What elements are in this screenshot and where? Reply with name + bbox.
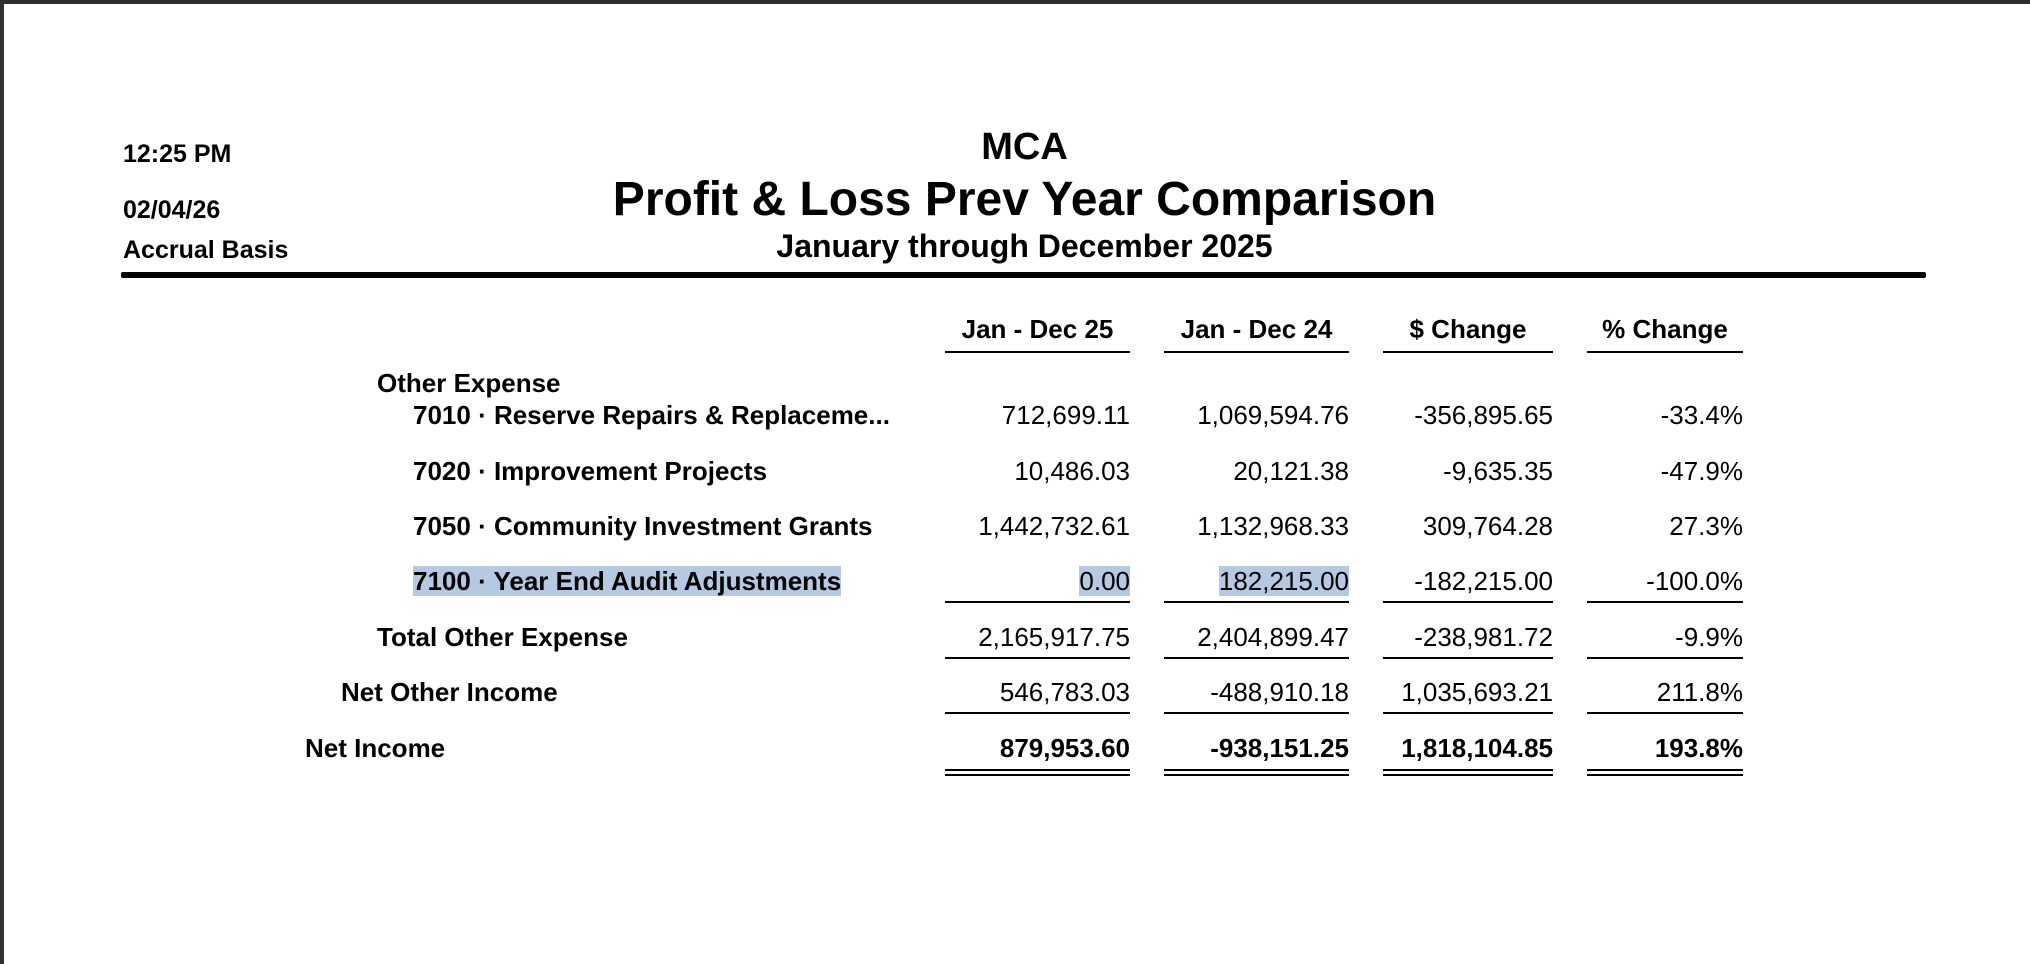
net-other-income-label[interactable]: Net Other Income [341,677,558,707]
cell-jan-dec-24[interactable]: -488,910.18 [1210,677,1349,707]
subtotal-underline [1587,657,1743,659]
cell-jan-dec-24[interactable]: 2,404,899.47 [1197,622,1349,652]
cell-percent-change[interactable]: 193.8% [1654,733,1743,763]
double-underline [945,774,1130,776]
double-underline [1587,774,1743,776]
column-header-underline [1587,351,1743,353]
cell-percent-change[interactable]: -47.9% [1660,456,1743,486]
double-underline [1587,769,1743,771]
total-other-expense-label[interactable]: Total Other Expense [377,622,628,652]
cell-percent-change[interactable]: 27.3% [1669,511,1743,541]
cell-dollar-change[interactable]: -182,215.00 [1414,566,1553,596]
column-header-percent-change[interactable]: % Change [1602,314,1728,344]
column-header-jan-dec-24[interactable]: Jan - Dec 24 [1180,314,1333,344]
subtotal-underline [945,657,1130,659]
cell-dollar-change[interactable]: 1,035,693.21 [1401,677,1553,707]
cell-dollar-change[interactable]: 1,818,104.85 [1401,733,1553,763]
net-income-label[interactable]: Net Income [305,733,446,763]
cell-jan-dec-25[interactable]: 2,165,917.75 [978,622,1130,652]
account-row-label-selected[interactable]: 7100 · Year End Audit Adjustments [413,566,842,596]
report-basis: Accrual Basis [123,236,289,264]
column-header-underline [1164,351,1349,353]
cell-dollar-change[interactable]: -356,895.65 [1414,400,1553,430]
report-title: Profit & Loss Prev Year Comparison [612,173,1437,226]
subtotal-underline [1164,657,1349,659]
subtotal-underline [1587,712,1743,714]
subtotal-underline [1383,601,1553,603]
column-header-underline [945,351,1130,353]
company-name: MCA [981,126,1068,168]
cell-dollar-change[interactable]: -9,635.35 [1443,456,1553,486]
cell-jan-dec-24[interactable]: 1,069,594.76 [1197,400,1349,430]
cell-percent-change[interactable]: -9.9% [1675,622,1743,652]
cell-dollar-change[interactable]: -238,981.72 [1414,622,1553,652]
subtotal-underline [1164,712,1349,714]
account-row-label[interactable]: 7050 · Community Investment Grants [413,511,873,541]
subtotal-underline [1383,712,1553,714]
double-underline [945,769,1130,771]
cell-dollar-change[interactable]: 309,764.28 [1422,511,1553,541]
cell-jan-dec-25[interactable]: 879,953.60 [999,733,1130,763]
cell-jan-dec-24-selected[interactable]: 182,215.00 [1218,566,1349,596]
column-header-jan-dec-25[interactable]: Jan - Dec 25 [961,314,1114,344]
cell-jan-dec-25[interactable]: 1,442,732.61 [978,511,1130,541]
account-row-label[interactable]: 7010 · Reserve Repairs & Replaceme... [413,400,890,430]
subtotal-underline [1383,657,1553,659]
cell-jan-dec-25[interactable]: 546,783.03 [999,677,1130,707]
double-underline [1164,769,1349,771]
cell-percent-change[interactable]: 211.8% [1656,677,1743,707]
cell-percent-change[interactable]: -100.0% [1646,566,1743,596]
double-underline [1164,774,1349,776]
cell-percent-change[interactable]: -33.4% [1660,400,1743,430]
cell-jan-dec-25[interactable]: 10,486.03 [1014,456,1130,486]
report-period: January through December 2025 [776,228,1273,264]
subtotal-underline [945,712,1130,714]
report-date: 02/04/26 [123,196,221,224]
column-header-dollar-change[interactable]: $ Change [1409,314,1527,344]
cell-jan-dec-24[interactable]: 20,121.38 [1233,456,1349,486]
subtotal-underline [945,601,1130,603]
header-rule [121,272,1926,278]
cell-jan-dec-24[interactable]: 1,132,968.33 [1197,511,1349,541]
subtotal-underline [1164,601,1349,603]
window-border-top [0,0,2030,4]
window-border-left [0,0,4,964]
double-underline [1383,774,1553,776]
column-header-underline [1383,351,1553,353]
report-time: 12:25 PM [123,140,232,168]
section-other-expense[interactable]: Other Expense [377,368,561,398]
cell-jan-dec-25-selected[interactable]: 0.00 [1079,566,1130,596]
cell-jan-dec-24[interactable]: -938,151.25 [1210,733,1349,763]
double-underline [1383,769,1553,771]
subtotal-underline [1587,601,1743,603]
cell-jan-dec-25[interactable]: 712,699.11 [1001,400,1130,430]
account-row-label[interactable]: 7020 · Improvement Projects [413,456,768,486]
